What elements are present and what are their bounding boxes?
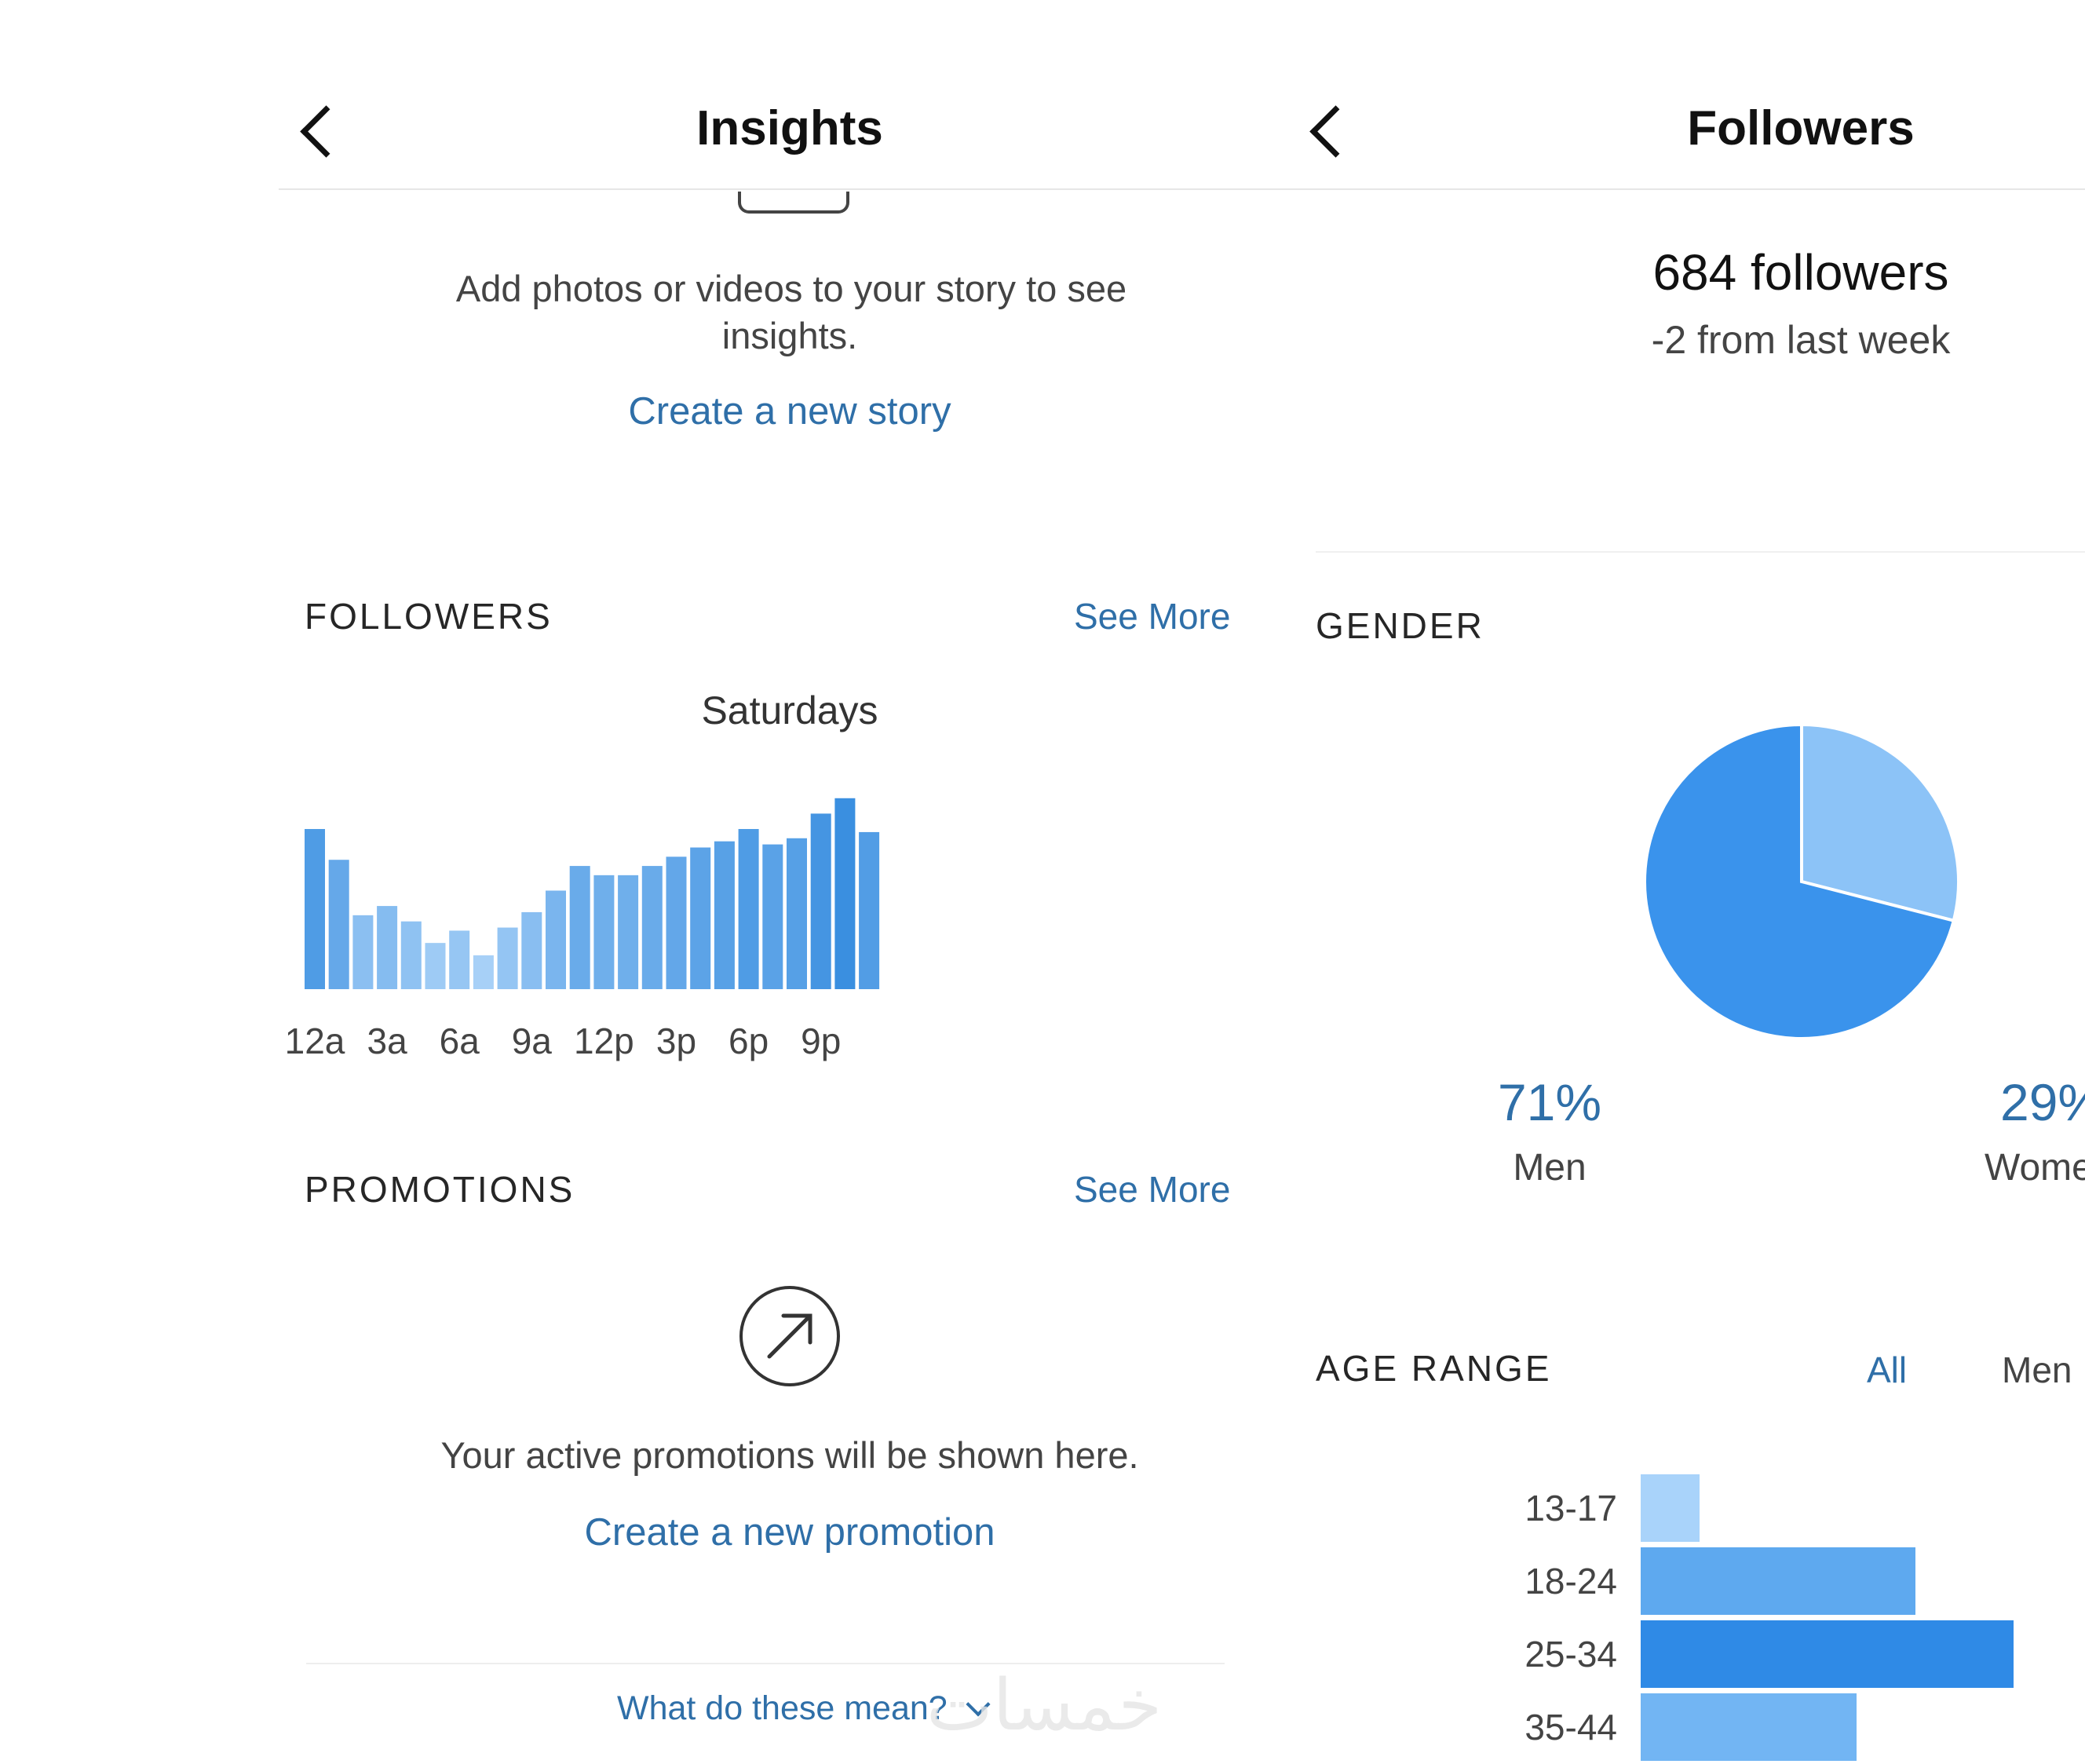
promotions-empty-message: Your active promotions will be shown her… <box>440 1434 1139 1476</box>
hour-bar-4p <box>690 847 711 989</box>
pie-slice-men <box>1643 722 1956 1040</box>
hour-bar-10p <box>834 798 856 989</box>
hour-bar-6a <box>449 930 470 989</box>
chart-title: Saturdays <box>701 688 878 732</box>
hour-tick-12a: 12a <box>285 1021 345 1061</box>
age-tab-men[interactable]: Men <box>2002 1349 2072 1390</box>
watermark-logo: خمسات <box>926 1667 1163 1745</box>
pie-slice-women <box>1800 722 1960 923</box>
followers-see-more-link[interactable]: See More <box>1074 596 1231 637</box>
what-do-these-mean-label: What do these mean? <box>617 1689 948 1727</box>
gender-pie-chart <box>1643 722 1960 1040</box>
hour-tick-3p: 3p <box>656 1021 696 1061</box>
hour-bar-3p <box>666 856 687 989</box>
hour-tick-9a: 9a <box>512 1021 553 1061</box>
back-chevron-icon[interactable] <box>300 105 352 158</box>
promotion-arrow-icon <box>739 1286 840 1386</box>
hour-bar-8a <box>497 927 518 989</box>
age-label-13-17: 13-17 <box>1524 1488 1617 1528</box>
hour-tick-3a: 3a <box>367 1021 408 1061</box>
hour-bar-6p <box>738 829 759 989</box>
hour-tick-9p: 9p <box>801 1021 841 1061</box>
age-tab-all[interactable]: All <box>1867 1349 1908 1390</box>
age-range-section-heading: AGE RANGE <box>1316 1348 1552 1389</box>
age-label-25-34: 25-34 <box>1524 1634 1617 1675</box>
hour-bar-1a <box>328 860 349 989</box>
hour-bar-2a <box>352 915 374 989</box>
stories-empty-message-line2: insights. <box>721 315 858 356</box>
followers-hourly-chart: 12a 3a 6a 9a 12p 3p 6p 9p <box>285 798 880 1061</box>
hour-bar-11p <box>859 831 880 989</box>
hour-bar-12a <box>305 829 325 989</box>
promotions-section-heading: PROMOTIONS <box>305 1169 575 1210</box>
hour-bar-3a <box>377 906 398 989</box>
follower-change: -2 from last week <box>1651 318 1951 362</box>
followers-page-title: Followers <box>1687 101 1915 155</box>
women-label: Women <box>1985 1147 2085 1189</box>
hour-bar-9a <box>521 911 542 989</box>
hour-bar-7a <box>473 955 494 989</box>
age-bar-18-24 <box>1641 1547 1915 1615</box>
hour-bar-2p <box>641 866 663 989</box>
women-percentage: 29% <box>2000 1073 2085 1131</box>
hour-tick-6a: 6a <box>440 1021 480 1061</box>
stories-empty-message-line1: Add photos or videos to your story to se… <box>455 268 1127 309</box>
hour-bar-12p <box>593 875 615 989</box>
followers-header-divider <box>1272 188 2085 190</box>
hour-bar-10a <box>546 890 566 989</box>
create-promotion-link[interactable]: Create a new promotion <box>584 1511 995 1554</box>
age-bar-25-34 <box>1641 1620 2014 1688</box>
hour-bar-11a <box>569 866 590 989</box>
age-label-35-44: 35-44 <box>1524 1707 1617 1748</box>
header-divider <box>279 188 1272 190</box>
hour-bar-5p <box>714 841 735 989</box>
page-title: Insights <box>696 101 883 155</box>
followers-section-heading: FOLLOWERS <box>305 596 553 637</box>
follower-count: 684 followers <box>1652 244 1949 301</box>
gender-divider <box>1316 551 2085 553</box>
hour-bar-5a <box>425 943 446 989</box>
age-range-chart: 13-17 18-24 25-34 35-44 <box>1524 1474 2014 1761</box>
age-bar-35-44 <box>1641 1693 1857 1761</box>
men-percentage: 71% <box>1497 1073 1602 1131</box>
back-chevron-icon-followers[interactable] <box>1309 105 1362 158</box>
hour-bar-4a <box>400 921 422 989</box>
hour-bar-8p <box>787 838 807 989</box>
hour-tick-12p: 12p <box>574 1021 634 1061</box>
hour-bar-9p <box>810 813 831 989</box>
create-story-link[interactable]: Create a new story <box>628 390 951 433</box>
story-camera-icon <box>738 192 849 214</box>
hour-bar-1p <box>618 875 639 989</box>
men-label: Men <box>1513 1147 1587 1189</box>
gender-section-heading: GENDER <box>1316 605 1484 646</box>
footer-divider <box>306 1663 1225 1664</box>
hour-tick-6p: 6p <box>728 1021 769 1061</box>
age-bar-13-17 <box>1641 1474 1700 1542</box>
what-do-these-mean-link[interactable]: What do these mean? <box>617 1689 991 1728</box>
age-label-18-24: 18-24 <box>1524 1561 1617 1601</box>
promotions-see-more-link[interactable]: See More <box>1074 1169 1231 1210</box>
hour-bar-7p <box>762 844 783 989</box>
